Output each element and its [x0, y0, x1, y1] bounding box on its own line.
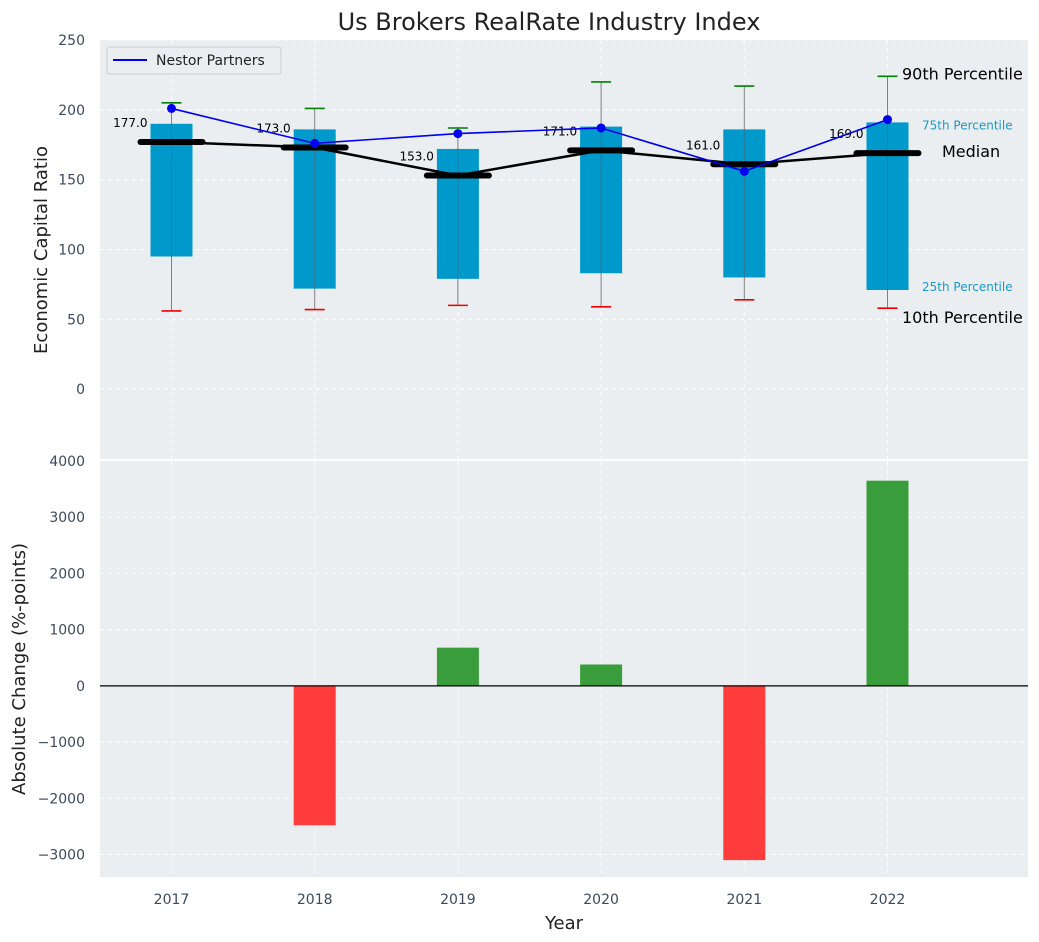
- series-line-nestor: [171, 107, 888, 173]
- bottom-y-tick-2000: 2000: [49, 566, 85, 582]
- median-label-2020: 171.0: [543, 124, 577, 138]
- annotation-p25: 25th Percentile: [922, 280, 1013, 294]
- top-y-tick-50: 50: [67, 312, 85, 328]
- x-tick-2022: 2022: [870, 892, 906, 908]
- top-y-tick-100: 100: [58, 243, 85, 259]
- bottom-y-tick--2000: −2000: [38, 791, 85, 807]
- x-ticks: 2017 2018 2019 2020 2021 2022: [154, 892, 906, 908]
- series-point-nestor-2020: [596, 123, 606, 133]
- x-tick-2020: 2020: [583, 892, 619, 908]
- series-point-nestor-2021: [739, 166, 749, 176]
- chart-title: Us Brokers RealRate Industry Index: [338, 8, 761, 36]
- bottom-marks: [100, 480, 1028, 861]
- annotation-p90: 90th Percentile: [902, 64, 1023, 83]
- series-point-nestor-2018: [310, 138, 320, 148]
- bottom-y-tick-1000: 1000: [49, 623, 85, 639]
- top-y-tick-0: 0: [76, 382, 85, 398]
- bottom-panel: −3000 −2000 −1000 0 1000 2000 3000 4000 Absolut…: [9, 454, 1028, 934]
- change-bar-2018: [293, 685, 336, 826]
- bottom-y-ticks: −3000 −2000 −1000 0 1000 2000 3000 4000: [38, 454, 85, 864]
- change-bar-2020: [580, 664, 623, 686]
- bottom-y-tick-4000: 4000: [49, 454, 85, 470]
- annotation-median: Median: [942, 142, 1000, 161]
- top-y-tick-200: 200: [58, 103, 85, 119]
- annotation-p10: 10th Percentile: [902, 308, 1023, 327]
- series-point-nestor-2019: [453, 129, 463, 139]
- median-label-2019: 153.0: [400, 149, 434, 163]
- x-tick-2017: 2017: [154, 892, 190, 908]
- x-axis-label: Year: [544, 913, 584, 934]
- top-y-ticks: 0 50 100 150 200 250: [58, 33, 85, 398]
- legend-frame: [106, 46, 282, 75]
- bottom-y-tick--1000: −1000: [38, 735, 85, 751]
- top-panel: 0 50 100 150 200 250 Economic Capital Ratio 1…: [31, 33, 1028, 459]
- top-y-tick-150: 150: [58, 173, 85, 189]
- x-tick-2021: 2021: [726, 892, 762, 908]
- bottom-y-tick-0: 0: [76, 679, 85, 695]
- bottom-y-tick-3000: 3000: [49, 510, 85, 526]
- legend-label-nestor: Nestor Partners: [156, 53, 265, 69]
- series-point-nestor-2022: [883, 115, 892, 125]
- top-y-axis-label: Economic Capital Ratio: [31, 146, 52, 354]
- series-point-nestor-2017: [167, 103, 176, 113]
- x-tick-2018: 2018: [297, 892, 333, 908]
- top-y-tick-250: 250: [58, 33, 85, 49]
- annotation-p75: 75th Percentile: [922, 118, 1013, 132]
- bottom-y-tick--3000: −3000: [38, 848, 85, 864]
- change-bar-2021: [723, 685, 766, 861]
- median-label-2017: 177.0: [113, 116, 147, 130]
- legend: Nestor Partners: [106, 46, 282, 75]
- top-annotations: 90th Percentile 75th Percentile Median 25th…: [902, 64, 1023, 327]
- change-bar-2019: [436, 647, 479, 686]
- x-tick-2019: 2019: [440, 892, 476, 908]
- bottom-y-axis-label: Absolute Change (%-points): [9, 543, 30, 795]
- median-label-2021: 161.0: [686, 138, 720, 152]
- change-bar-2022: [866, 480, 909, 686]
- median-label-2018: 173.0: [256, 122, 290, 136]
